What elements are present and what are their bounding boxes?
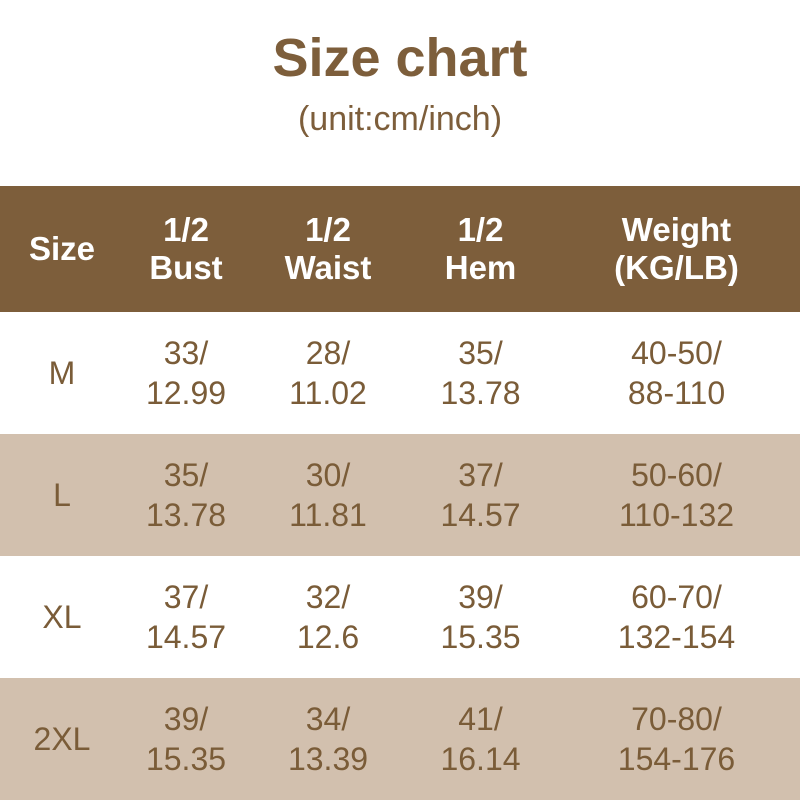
cell-half-bust: 35/ 13.78	[145, 456, 227, 533]
table-body: M 33/ 12.99 28/ 11.02 35/ 13.78 40-50/ 8…	[0, 312, 800, 800]
cell-weight: 40-50/ 88-110	[627, 334, 726, 411]
cell-size: M	[48, 354, 76, 391]
column-header-half-bust: 1/2 Bust	[149, 210, 223, 286]
cell-half-bust: 39/ 15.35	[145, 700, 227, 777]
cell-half-bust: 37/ 14.57	[145, 578, 227, 655]
cell-half-hem: 39/ 15.35	[440, 578, 521, 655]
table-row: M 33/ 12.99 28/ 11.02 35/ 13.78 40-50/ 8…	[0, 312, 800, 434]
title-block: Size chart (unit:cm/inch)	[0, 0, 800, 138]
cell-half-hem: 41/ 16.14	[440, 700, 521, 777]
cell-size: XL	[42, 598, 82, 635]
column-header-weight: Weight (KG/LB)	[614, 210, 739, 286]
cell-half-hem: 37/ 14.57	[440, 456, 521, 533]
column-header-size: Size	[28, 229, 96, 267]
cell-half-waist: 30/ 11.81	[289, 456, 367, 533]
cell-half-bust: 33/ 12.99	[145, 334, 227, 411]
cell-size: 2XL	[33, 720, 91, 757]
table-header-row: Size 1/2 Bust 1/2 Waist 1/2 Hem Weight (…	[0, 186, 800, 312]
table-header: Size 1/2 Bust 1/2 Waist 1/2 Hem Weight (…	[0, 186, 800, 312]
cell-size: L	[53, 476, 71, 513]
cell-half-waist: 32/ 12.6	[296, 578, 360, 655]
table-row: XL 37/ 14.57 32/ 12.6 39/ 15.35 60-70/ 1…	[0, 556, 800, 678]
column-header-half-hem: 1/2 Hem	[444, 210, 517, 286]
table-row: L 35/ 13.78 30/ 11.81 37/ 14.57 50-60/ 1…	[0, 434, 800, 556]
cell-half-waist: 34/ 13.39	[287, 700, 369, 777]
page-subtitle: (unit:cm/inch)	[297, 99, 503, 138]
table-row: 2XL 39/ 15.35 34/ 13.39 41/ 16.14 70-80/…	[0, 678, 800, 800]
cell-weight: 70-80/ 154-176	[617, 700, 736, 777]
cell-half-hem: 35/ 13.78	[440, 334, 521, 411]
page-title: Size chart	[272, 28, 528, 88]
cell-weight: 50-60/ 110-132	[618, 456, 735, 533]
cell-weight: 60-70/ 132-154	[617, 578, 736, 655]
cell-half-waist: 28/ 11.02	[289, 334, 367, 411]
column-header-half-waist: 1/2 Waist	[284, 210, 372, 286]
size-chart-table: Size 1/2 Bust 1/2 Waist 1/2 Hem Weight (…	[0, 186, 800, 800]
